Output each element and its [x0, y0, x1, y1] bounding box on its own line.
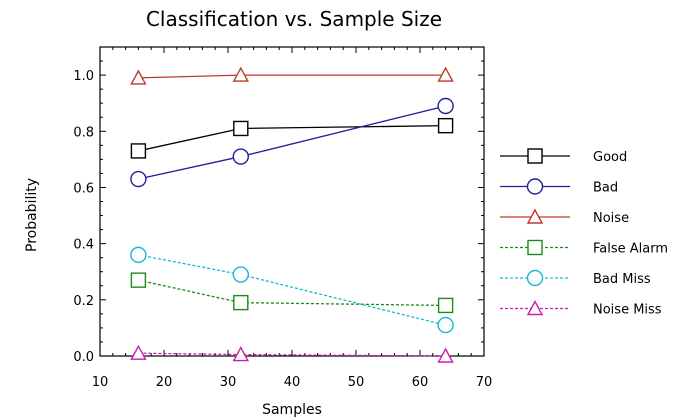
legend-marker	[526, 300, 544, 316]
data-point	[437, 117, 454, 134]
series-false-alarm	[130, 272, 454, 314]
chart-title: Classification vs. Sample Size	[146, 7, 442, 31]
data-point	[233, 120, 249, 137]
legend-item: Good	[500, 148, 627, 165]
legend-label: Noise Miss	[593, 303, 662, 318]
legend-item: Bad	[500, 178, 618, 196]
y-tick-label: 0.8	[73, 125, 94, 140]
y-tick-label: 0.4	[73, 238, 94, 253]
x-tick-label: 70	[476, 375, 493, 390]
legend-label: False Alarm	[593, 242, 668, 257]
data-point	[232, 266, 250, 283]
x-tick-label: 40	[284, 375, 301, 390]
series-line	[138, 125, 446, 152]
data-point	[232, 148, 250, 165]
series-bad-miss	[130, 246, 454, 334]
data-point	[437, 97, 454, 115]
data-point	[232, 346, 249, 362]
plot-frame	[99, 46, 485, 357]
series-noise-miss	[130, 344, 454, 363]
legend-label: Good	[593, 150, 627, 165]
y-tick-label: 1.0	[73, 69, 94, 84]
data-point	[233, 294, 249, 311]
legend-item: Noise Miss	[500, 300, 662, 318]
data-point	[130, 170, 147, 188]
legend: Good Bad Noise False Alarm Bad Miss Noise Mis…	[500, 148, 668, 318]
legend-marker	[526, 208, 544, 224]
x-tick-label: 60	[412, 375, 429, 390]
x-tick-label: 50	[348, 375, 365, 390]
data-point	[130, 143, 147, 159]
legend-item: Noise	[500, 208, 629, 226]
x-axis-label: Samples	[262, 402, 322, 418]
legend-marker	[527, 148, 543, 164]
data-point	[437, 66, 454, 82]
series-line	[138, 74, 446, 79]
x-tick-label: 30	[220, 375, 237, 390]
series-bad	[130, 97, 454, 188]
legend-label: Bad Miss	[593, 272, 651, 287]
legend-marker	[526, 269, 544, 287]
data-point	[130, 344, 147, 360]
x-tick-label: 10	[92, 375, 109, 390]
series-line	[138, 105, 446, 180]
data-point	[437, 316, 454, 334]
series-good	[130, 117, 454, 159]
x-tick-label: 20	[156, 375, 173, 390]
data-point	[130, 246, 147, 264]
legend-marker	[526, 178, 544, 195]
legend-marker	[527, 239, 543, 256]
plot-area: 10 20 30 40 50 60 70 0.0 0.2 0.4 0.6 0.8 1.0	[73, 46, 493, 390]
series-noise	[130, 66, 454, 85]
series-line	[138, 279, 446, 307]
data-point	[437, 297, 454, 314]
y-axis-label: Probability	[24, 178, 40, 252]
y-tick-label: 0.6	[73, 181, 94, 196]
data-point	[130, 272, 147, 288]
y-tick-label: 0.0	[73, 350, 94, 365]
legend-label: Bad	[593, 181, 618, 196]
legend-label: Noise	[593, 211, 629, 226]
data-point	[232, 66, 249, 82]
legend-item: False Alarm	[500, 239, 668, 257]
data-point	[130, 69, 147, 85]
legend-item: Bad Miss	[500, 269, 651, 287]
data-point	[437, 347, 454, 363]
y-tick-label: 0.2	[73, 294, 94, 309]
